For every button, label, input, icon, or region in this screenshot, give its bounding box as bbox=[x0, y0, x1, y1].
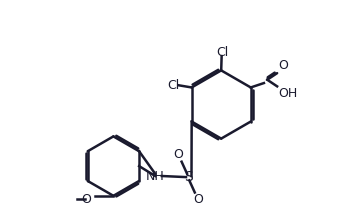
Text: O: O bbox=[193, 193, 203, 206]
Text: O: O bbox=[173, 148, 183, 161]
Text: O: O bbox=[81, 192, 91, 206]
Text: Cl: Cl bbox=[216, 46, 229, 59]
Text: Cl: Cl bbox=[167, 79, 179, 92]
Text: S: S bbox=[184, 170, 192, 184]
Text: NH: NH bbox=[146, 169, 165, 183]
Text: OH: OH bbox=[278, 87, 297, 101]
Text: O: O bbox=[278, 59, 288, 72]
